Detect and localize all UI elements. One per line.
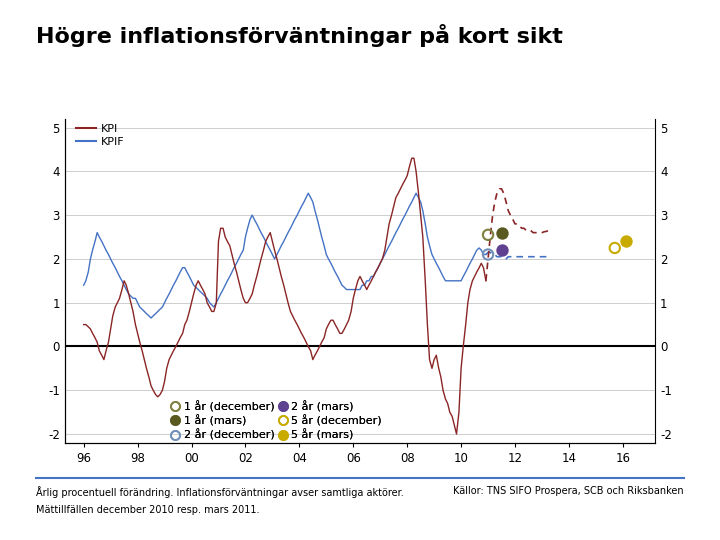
- Legend: 1 år (december), 1 år (mars), 2 år (december), 2 år (mars), 5 år (december), 5 å: 1 år (december), 1 år (mars), 2 år (dece…: [171, 401, 382, 441]
- Point: [620, 237, 631, 246]
- Point: [609, 244, 621, 252]
- Point: [482, 250, 494, 259]
- Point: [496, 246, 508, 254]
- Text: Årlig procentuell förändring. Inflationsförväntningar avser samtliga aktörer.: Årlig procentuell förändring. Inflations…: [36, 486, 404, 498]
- Text: Högre inflationsförväntningar på kort sikt: Högre inflationsförväntningar på kort si…: [36, 24, 563, 48]
- Text: Källor: TNS SIFO Prospera, SCB och Riksbanken: Källor: TNS SIFO Prospera, SCB och Riksb…: [454, 486, 684, 496]
- Text: Mättillfällen december 2010 resp. mars 2011.: Mättillfällen december 2010 resp. mars 2…: [36, 505, 259, 515]
- Point: [496, 228, 508, 237]
- Text: SVERIGES: SVERIGES: [632, 61, 667, 66]
- Text: RIKSBANK: RIKSBANK: [631, 68, 668, 73]
- Point: [482, 231, 494, 239]
